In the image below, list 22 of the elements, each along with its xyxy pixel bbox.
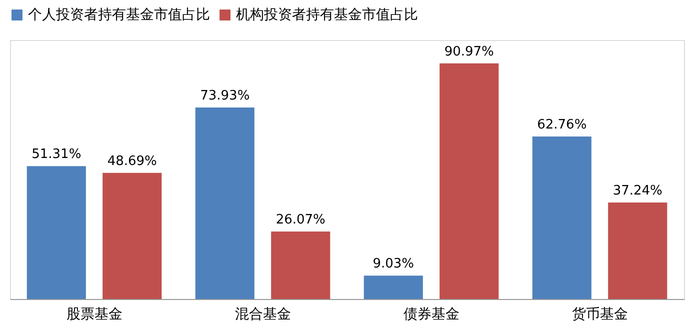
data-label: 62.76% [537, 117, 587, 132]
x-tick-label: 股票基金 [66, 306, 122, 322]
data-label: 90.97% [444, 44, 494, 60]
data-label: 48.69% [107, 154, 157, 169]
data-label: 26.07% [276, 212, 326, 228]
data-label: 51.31% [32, 147, 82, 162]
bar [440, 63, 499, 299]
bar [102, 172, 162, 299]
bar [608, 202, 668, 299]
data-label: 73.93% [200, 88, 250, 104]
data-label: 9.03% [372, 256, 414, 272]
data-label: 37.24% [612, 184, 662, 199]
x-tick-label: 货币基金 [572, 306, 628, 322]
legend-label: 个人投资者持有基金市值占比 [28, 7, 210, 23]
bar [271, 231, 330, 299]
bar [26, 166, 86, 299]
x-tick-label: 债券基金 [403, 306, 460, 322]
x-tick-label: 混合基金 [234, 306, 291, 322]
legend-label: 机构投资者持有基金市值占比 [236, 7, 418, 23]
bar [364, 276, 423, 299]
bar [532, 136, 592, 299]
bar [195, 108, 254, 299]
